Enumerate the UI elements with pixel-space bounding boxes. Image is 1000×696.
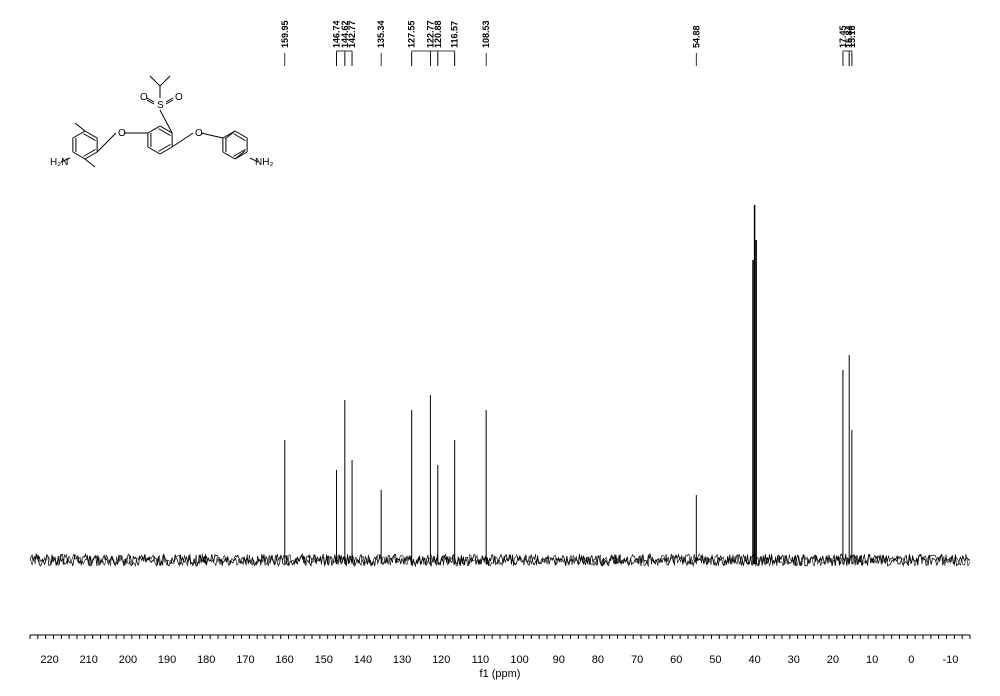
axis-tick-label: 210 [80, 654, 98, 666]
axis-tick-label: 160 [275, 654, 293, 666]
axis-tick-label: 70 [631, 654, 643, 666]
label-nh2-right: NH₂ [255, 157, 273, 168]
structure-inset: H₂NNH₂OOSOO [50, 76, 273, 168]
axis-tick-label: 30 [788, 654, 800, 666]
axis-tick-label: 50 [709, 654, 721, 666]
axis-tick-label: 180 [197, 654, 215, 666]
nmr-svg: 2202102001901801701601501401301201101009… [0, 0, 1000, 696]
axis-tick-label: 150 [315, 654, 333, 666]
svg-text:O: O [175, 92, 183, 103]
axis-tick-label: 60 [670, 654, 682, 666]
peak-label: 135.34 [376, 20, 386, 48]
nmr-figure: 2202102001901801701601501401301201101009… [0, 0, 1000, 696]
svg-text:O: O [140, 92, 148, 103]
label-nh2-left: H₂N [50, 157, 68, 168]
peak-label: 15.16 [847, 25, 857, 48]
axis-tick-label: 100 [510, 654, 528, 666]
axis-tick-label: 190 [158, 654, 176, 666]
axis-tick-label: 90 [553, 654, 565, 666]
peak-label: 142.77 [347, 20, 357, 48]
axis-label: f1 (ppm) [480, 668, 521, 680]
axis-tick-label: 120 [432, 654, 450, 666]
axis-tick-label: 0 [908, 654, 914, 666]
axis-tick-label: 170 [236, 654, 254, 666]
axis-tick-label: 130 [393, 654, 411, 666]
axis-tick-label: 200 [119, 654, 137, 666]
axis-tick-label: 40 [748, 654, 760, 666]
axis-tick-label: 110 [472, 654, 490, 666]
svg-text:S: S [157, 100, 164, 111]
axis-tick-label: 80 [592, 654, 604, 666]
peak-label: 127.55 [407, 20, 417, 48]
peak-label: 54.88 [691, 25, 701, 48]
axis-tick-label: 220 [40, 654, 58, 666]
axis-tick-label: 10 [866, 654, 878, 666]
axis-tick-label: 20 [827, 654, 839, 666]
peak-label: 108.53 [481, 20, 491, 48]
axis-tick-label: 140 [354, 654, 372, 666]
axis-tick-label: -10 [942, 654, 958, 666]
peak-label: 120.88 [433, 20, 443, 48]
peak-label: 116.57 [450, 21, 460, 48]
peak-label: 159.95 [280, 20, 290, 48]
